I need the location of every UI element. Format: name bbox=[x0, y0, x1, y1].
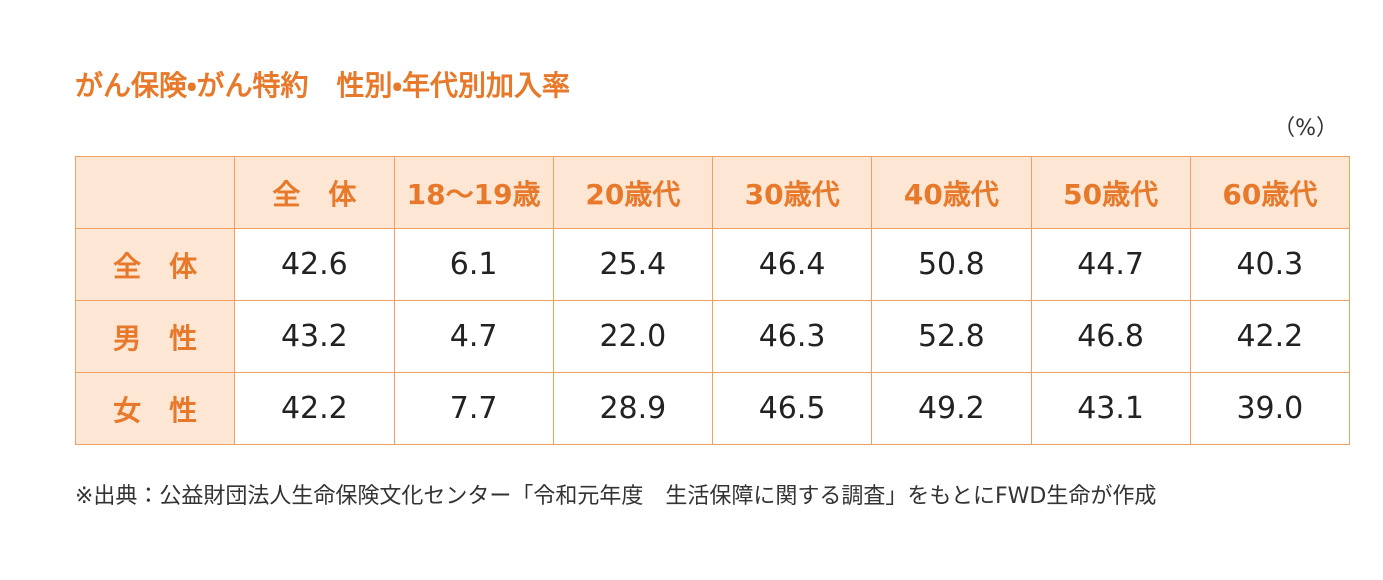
cell: 22.0 bbox=[552, 300, 714, 373]
column-header: 40歳代 bbox=[871, 156, 1032, 229]
cell: 6.1 bbox=[393, 228, 554, 301]
column-header: 60歳代 bbox=[1189, 156, 1351, 229]
table-row: 男 性 43.2 4.7 22.0 46.3 52.8 46.8 42.2 bbox=[74, 300, 1351, 373]
cell: 42.6 bbox=[234, 228, 395, 301]
title: がん保険・がん特約 性別・年代別加入率 bbox=[75, 69, 571, 102]
table-row: 女 性 42.2 7.7 28.9 46.5 49.2 43.1 39.0 bbox=[74, 372, 1351, 445]
unit-label: （%） bbox=[1273, 116, 1338, 141]
cell: 50.8 bbox=[871, 228, 1032, 301]
cell: 46.5 bbox=[711, 372, 873, 445]
cell: 4.7 bbox=[393, 300, 554, 373]
row-header: 全 体 bbox=[74, 228, 236, 301]
footnote: ※出典：公益財団法人生命保険文化センター「令和元年度 生活保障に関する調査」をも… bbox=[75, 484, 1157, 509]
cell: 42.2 bbox=[1189, 300, 1351, 373]
row-header: 男 性 bbox=[74, 300, 236, 373]
cell: 46.8 bbox=[1030, 300, 1191, 373]
cell: 42.2 bbox=[234, 372, 395, 445]
cell: 46.3 bbox=[711, 300, 873, 373]
cell: 39.0 bbox=[1189, 372, 1351, 445]
cell: 43.2 bbox=[234, 300, 395, 373]
cell: 25.4 bbox=[552, 228, 714, 301]
corner-cell bbox=[74, 156, 236, 229]
cell: 49.2 bbox=[871, 372, 1032, 445]
column-header: 30歳代 bbox=[711, 156, 873, 229]
column-header: 18〜19歳 bbox=[393, 156, 554, 229]
column-header: 20歳代 bbox=[552, 156, 714, 229]
cell: 28.9 bbox=[552, 372, 714, 445]
table-body: 全 体 42.6 6.1 25.4 46.4 50.8 44.7 40.3 男 性 43.2 4.7… bbox=[74, 228, 1351, 445]
cell: 43.1 bbox=[1030, 372, 1191, 445]
cell: 44.7 bbox=[1030, 228, 1191, 301]
column-header: 50歳代 bbox=[1030, 156, 1191, 229]
cell: 46.4 bbox=[711, 228, 873, 301]
table: 全 体 18〜19歳 20歳代 30歳代 40歳代 50歳代 60歳代 全 体 42.6 6.1… bbox=[74, 156, 1351, 445]
column-header: 全 体 bbox=[234, 156, 395, 229]
cell: 7.7 bbox=[393, 372, 554, 445]
header-row: 全 体 18〜19歳 20歳代 30歳代 40歳代 50歳代 60歳代 bbox=[74, 156, 1351, 229]
cell: 40.3 bbox=[1189, 228, 1351, 301]
cell: 52.8 bbox=[871, 300, 1032, 373]
row-header: 女 性 bbox=[74, 372, 236, 445]
table-row: 全 体 42.6 6.1 25.4 46.4 50.8 44.7 40.3 bbox=[74, 228, 1351, 301]
